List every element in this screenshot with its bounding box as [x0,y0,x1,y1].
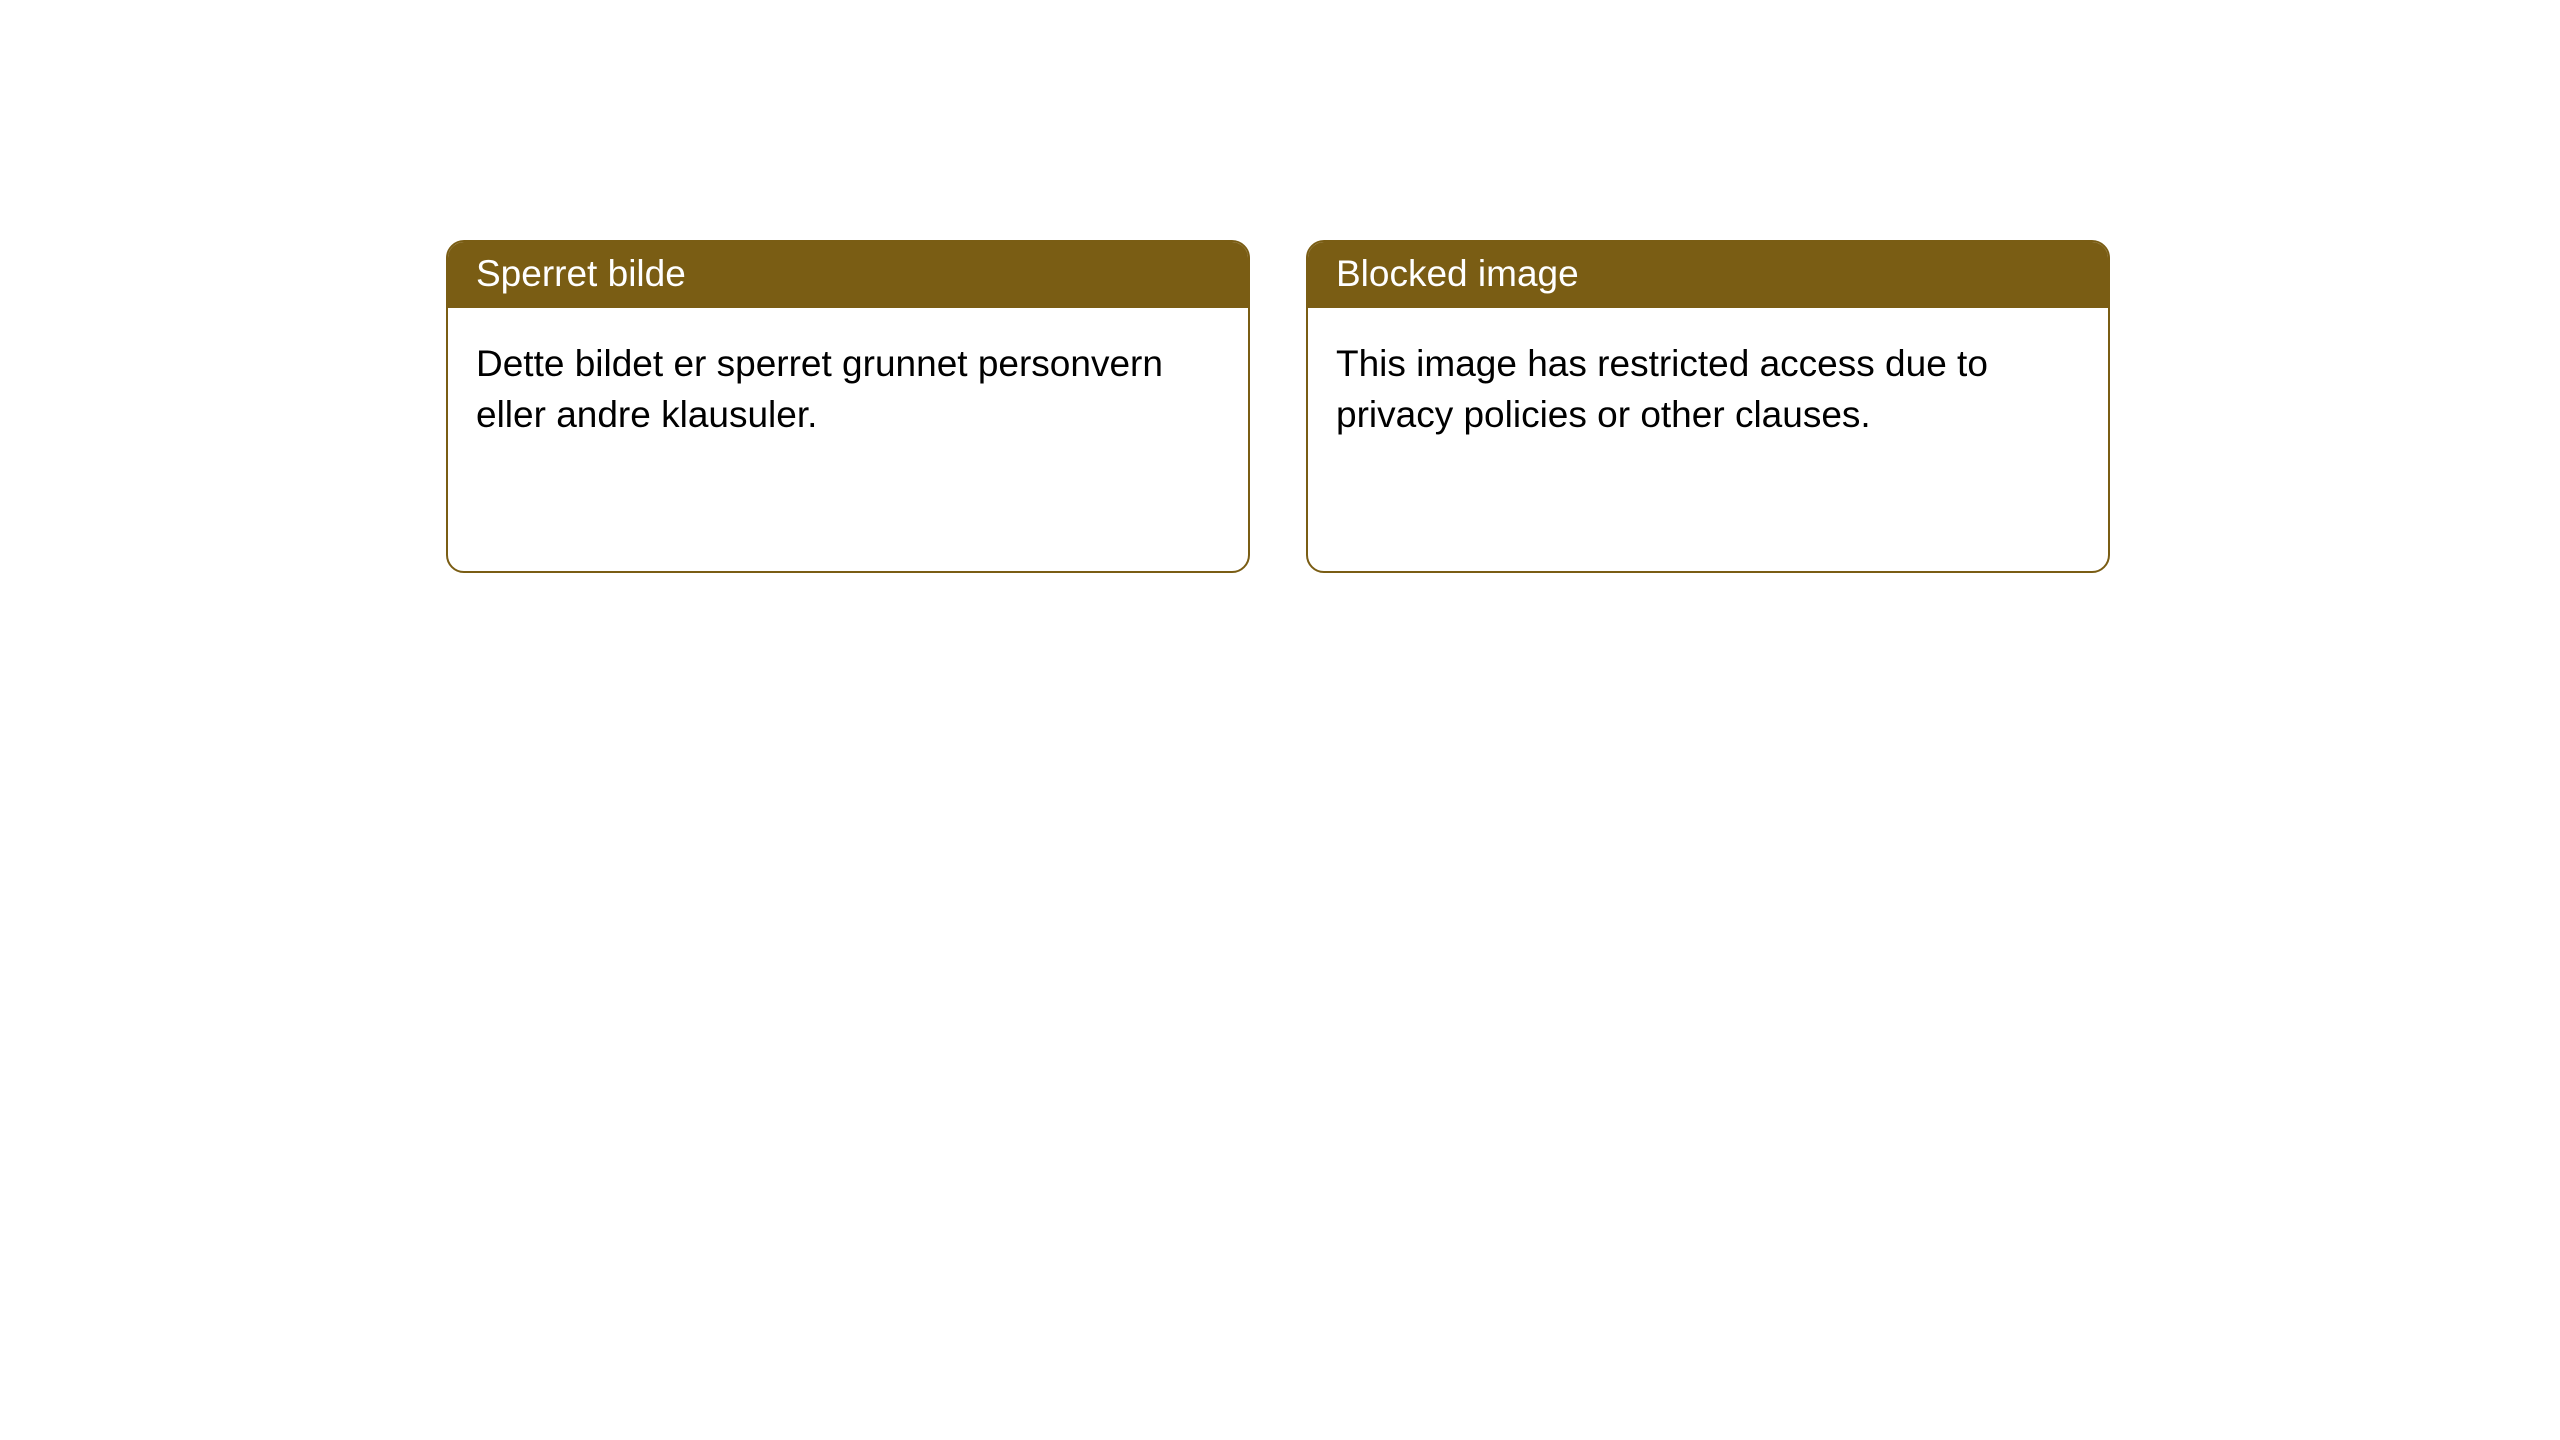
notice-card-title: Sperret bilde [448,242,1248,308]
notice-cards-container: Sperret bilde Dette bildet er sperret gr… [0,0,2560,573]
notice-card-title: Blocked image [1308,242,2108,308]
notice-card-english: Blocked image This image has restricted … [1306,240,2110,573]
notice-card-norwegian: Sperret bilde Dette bildet er sperret gr… [446,240,1250,573]
notice-card-body: Dette bildet er sperret grunnet personve… [448,308,1248,470]
notice-card-body: This image has restricted access due to … [1308,308,2108,470]
